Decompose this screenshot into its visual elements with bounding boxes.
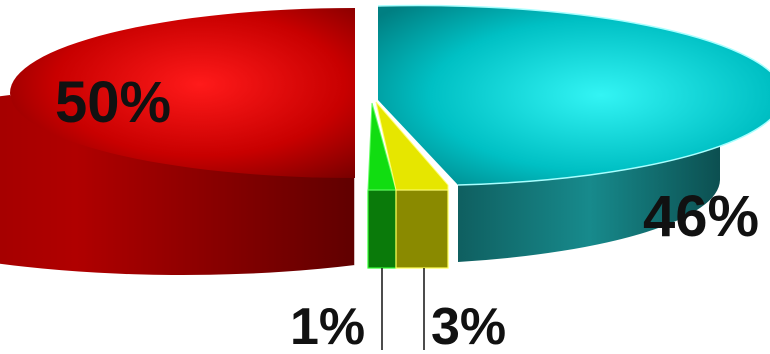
slice-46-side [458,95,722,262]
slice-46-top [378,5,770,185]
slice-label-1: 1% [290,298,365,354]
slice-label-3: 3% [431,298,506,354]
slice-50 [0,8,356,276]
slice-50-top [10,8,355,178]
slice-1-top [367,102,397,191]
slice-label-46: 46% [643,184,759,249]
slice-1-side [367,189,397,269]
slice-50-side [0,95,355,276]
slice-label-50: 50% [55,70,171,135]
slice-3 [375,101,449,269]
slice-46 [377,4,770,262]
slice-3-top [375,101,449,191]
slice-3-side [395,189,449,269]
